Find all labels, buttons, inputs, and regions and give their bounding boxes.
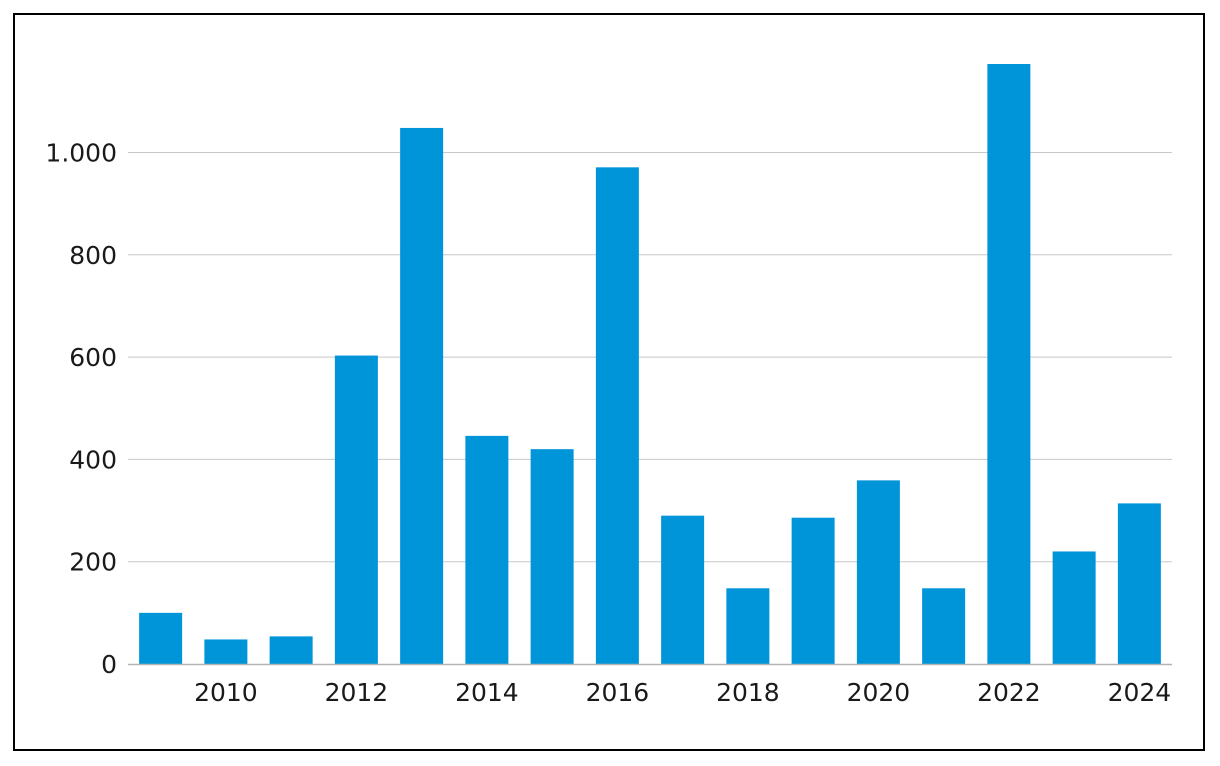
- bar-2022: [987, 64, 1031, 664]
- bar-2018: [726, 588, 770, 664]
- bar-2013: [400, 127, 444, 664]
- x-tick-label: 2016: [586, 678, 650, 707]
- y-tick-label: 0: [101, 650, 117, 679]
- x-tick-label: 2010: [194, 678, 258, 707]
- y-tick-label: 200: [69, 548, 117, 577]
- bar-2020: [856, 480, 900, 664]
- x-tick-label: 2014: [455, 678, 519, 707]
- x-tick-label: 2018: [716, 678, 780, 707]
- bar-2011: [269, 636, 313, 664]
- y-axis-ticks: 0 200 400 600 800 1.000: [45, 139, 117, 680]
- x-tick-label: 2022: [977, 678, 1041, 707]
- bar-2017: [661, 515, 705, 664]
- y-tick-label: 800: [69, 241, 117, 270]
- bar-2016: [595, 167, 639, 664]
- x-tick-label: 2024: [1108, 678, 1172, 707]
- x-tick-label: 2012: [325, 678, 389, 707]
- bar-2009: [139, 612, 183, 664]
- bar-2010: [204, 639, 248, 664]
- bar-2024: [1117, 503, 1161, 664]
- bar-2023: [1052, 551, 1096, 664]
- bar-2015: [530, 449, 574, 664]
- bar-2021: [922, 588, 966, 664]
- x-tick-label: 2020: [847, 678, 911, 707]
- bar-2019: [791, 517, 835, 664]
- y-tick-label: 600: [69, 343, 117, 372]
- x-axis-ticks: 2010 2012 2014 2016 2018 2020 2022 2024: [194, 678, 1171, 707]
- bar-2012: [334, 355, 378, 664]
- bar-2014: [465, 435, 509, 664]
- y-tick-label: 1.000: [45, 139, 117, 168]
- bars: [139, 64, 1161, 664]
- y-tick-label: 400: [69, 445, 117, 474]
